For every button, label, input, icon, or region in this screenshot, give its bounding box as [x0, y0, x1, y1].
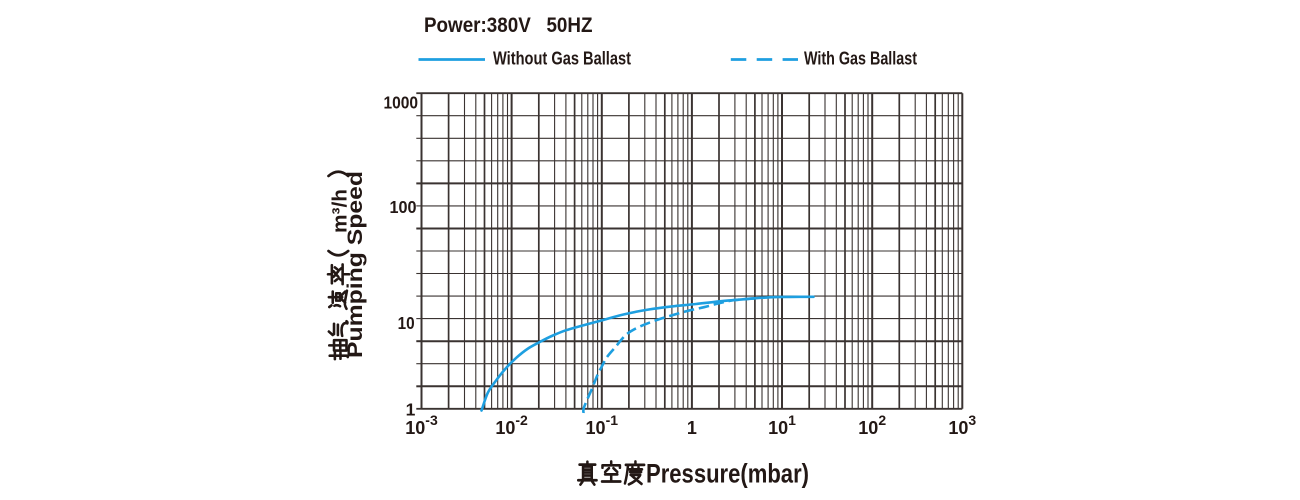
- svg-text:Without Gas Ballast: Without Gas Ballast: [493, 49, 631, 69]
- svg-text:1: 1: [406, 400, 416, 420]
- svg-text:1: 1: [687, 418, 697, 438]
- svg-text:m³/h: m³/h: [329, 189, 352, 233]
- svg-text:Power:380V 50HZ: Power:380V 50HZ: [424, 14, 593, 37]
- svg-text:With Gas Ballast: With Gas Ballast: [804, 49, 917, 69]
- svg-text:Pressure(mbar): Pressure(mbar): [646, 459, 809, 489]
- svg-text:1000: 1000: [384, 93, 419, 113]
- svg-text:10: 10: [398, 313, 415, 333]
- svg-text:Pumping Speed: Pumping Speed: [344, 171, 367, 358]
- svg-text:100: 100: [390, 197, 417, 217]
